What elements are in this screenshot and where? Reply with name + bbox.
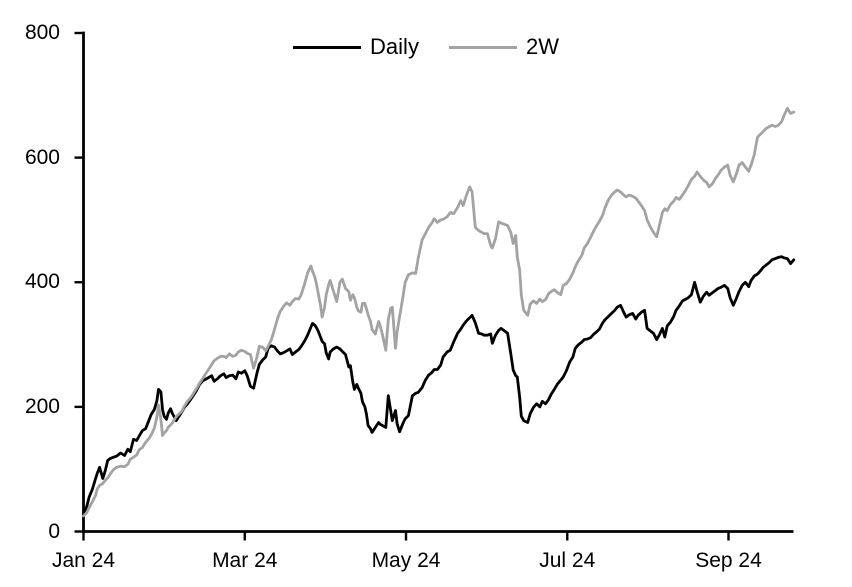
legend-item-2w: 2W [448,34,559,59]
2w-series-line [82,107,796,518]
daily-series-line [82,255,796,516]
legend: Daily 2W [0,34,852,60]
legend-label-daily: Daily [370,34,419,59]
y-tick-label: 600 [24,145,60,169]
x-tick-label: Jul 24 [539,549,596,572]
legend-label-2w: 2W [525,34,559,59]
x-tick-label: Jan 24 [51,549,116,572]
x-tick-label: May 24 [371,549,441,572]
y-tick-label: 200 [24,394,60,418]
y-tick-label: 0 [48,519,60,543]
x-tick-label: Mar 24 [212,549,278,572]
axes [74,31,794,541]
y-tick-label: 400 [24,270,60,294]
legend-item-daily: Daily [293,35,419,59]
x-tick-label: Sep 24 [695,549,762,572]
y-tick-label: 800 [24,21,60,44]
2w-line-swatch-icon [448,45,517,49]
series-lines [82,107,796,518]
daily-line-swatch-icon [293,45,362,49]
